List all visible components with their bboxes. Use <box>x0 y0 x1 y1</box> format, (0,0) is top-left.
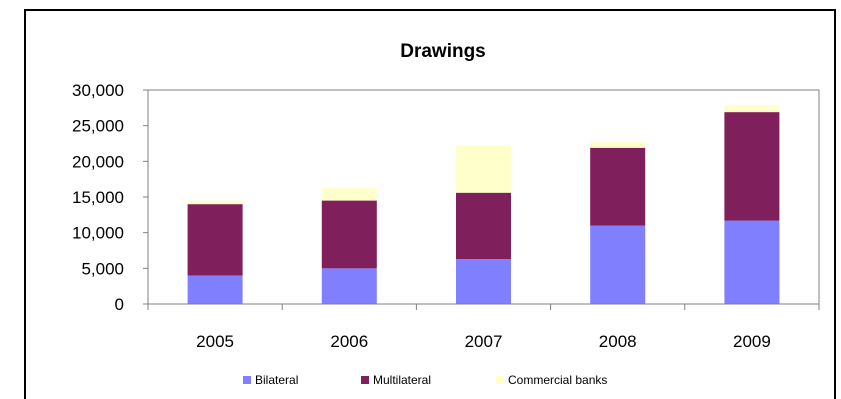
y-tick-label: 30,000 <box>72 81 124 100</box>
x-tick-label: 2008 <box>599 332 637 351</box>
bar-2006-commercial-banks <box>321 187 377 201</box>
bar-2009-multilateral <box>724 112 780 221</box>
bar-2006-multilateral <box>321 200 377 269</box>
legend-swatch-bilateral <box>243 376 251 384</box>
chart-frame <box>24 9 836 399</box>
chart-title: Drawings <box>400 41 486 62</box>
bar-2008-bilateral <box>590 225 646 304</box>
legend-label-multilateral: Multilateral <box>373 373 431 387</box>
bar-2005-commercial-banks <box>187 200 243 205</box>
y-tick-label: 10,000 <box>72 224 124 243</box>
legend-label-bilateral: Bilateral <box>255 373 298 387</box>
x-tick-label: 2007 <box>465 332 503 351</box>
legend-swatch-commercial-banks <box>496 376 504 384</box>
x-tick-label: 2005 <box>196 332 234 351</box>
bar-2008-multilateral <box>590 147 646 226</box>
y-tick-label: 0 <box>115 295 124 314</box>
y-tick-label: 15,000 <box>72 188 124 207</box>
axes-group: 0 5,000 10,000 15,000 20,000 25,000 30,000 2005… <box>72 81 820 351</box>
bar-2009-commercial-banks <box>724 104 780 113</box>
legend: Bilateral Multilateral Commercial banks <box>243 373 607 387</box>
legend-label-commercial-banks: Commercial banks <box>508 373 607 387</box>
x-tick-label: 2006 <box>330 332 368 351</box>
y-tick-label: 5,000 <box>81 259 124 278</box>
legend-swatch-multilateral <box>361 376 369 384</box>
bar-2005-bilateral <box>187 275 243 304</box>
y-tick-label: 25,000 <box>72 117 124 136</box>
y-tick-label: 20,000 <box>72 152 124 171</box>
x-tick-label: 2009 <box>733 332 771 351</box>
bars-group <box>187 104 780 304</box>
bar-2006-bilateral <box>321 268 377 304</box>
bar-2007-commercial-banks <box>455 145 512 193</box>
bar-2005-multilateral <box>187 204 243 276</box>
bar-2007-multilateral <box>455 192 512 260</box>
bar-2008-commercial-banks <box>590 142 646 148</box>
bar-2009-bilateral <box>724 220 780 304</box>
bar-2007-bilateral <box>455 259 512 304</box>
